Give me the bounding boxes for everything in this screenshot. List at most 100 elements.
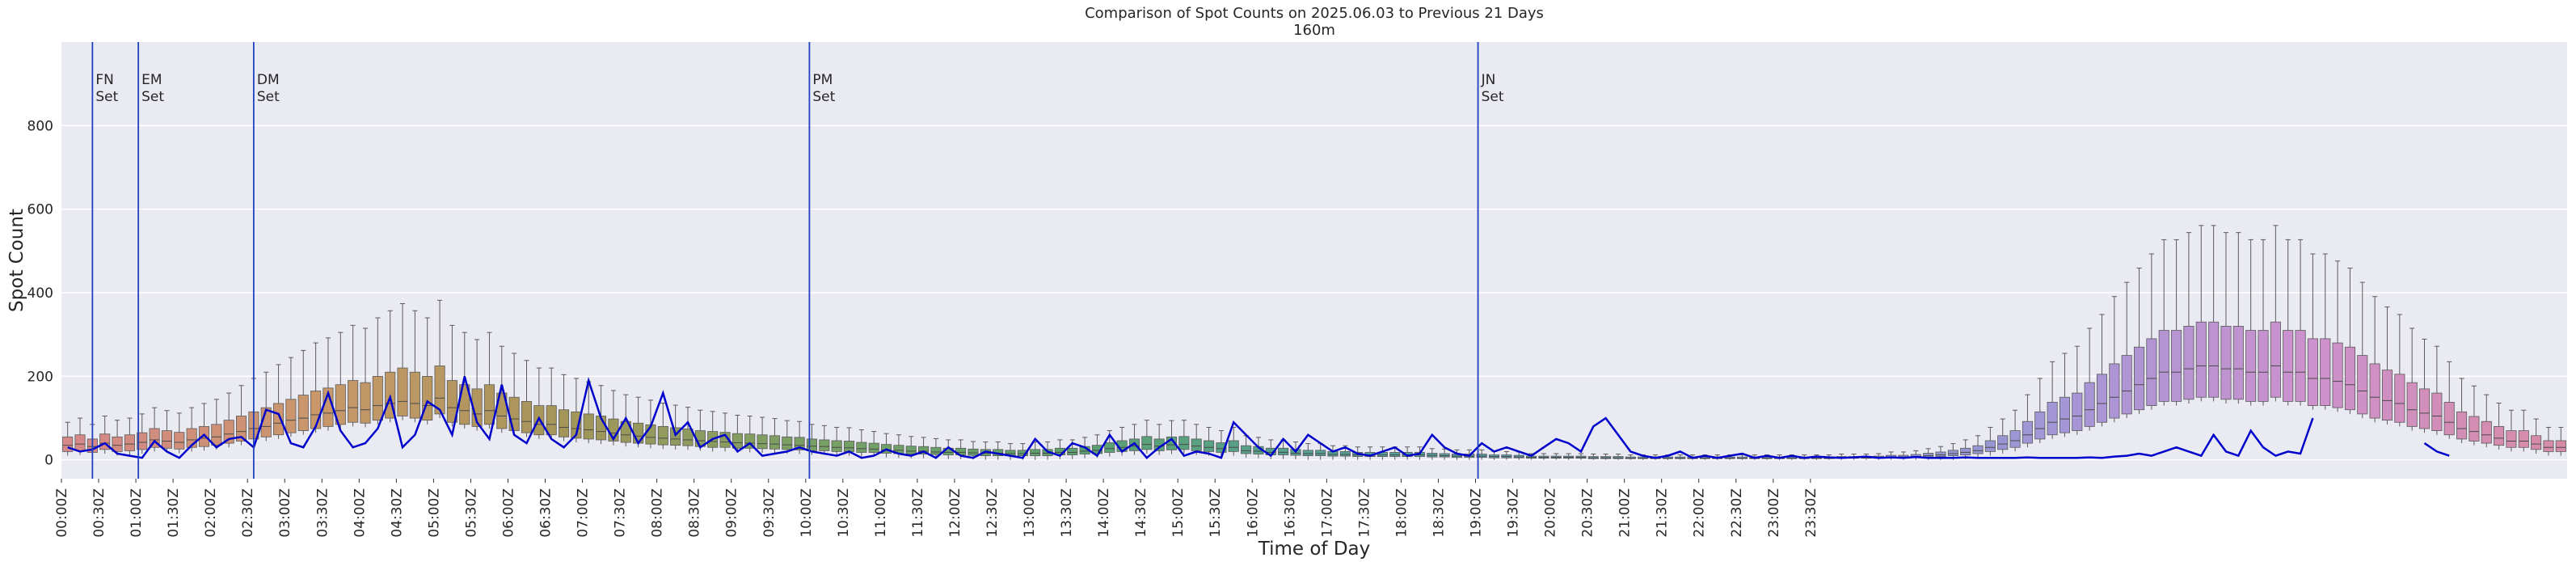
box [2084, 382, 2095, 427]
x-tick-label: 00:00Z [54, 488, 70, 538]
box [1204, 440, 1215, 452]
box [211, 424, 222, 446]
box [2543, 440, 2554, 452]
x-tick-label: 12:30Z [984, 488, 1001, 538]
box [273, 403, 285, 436]
x-tick-label: 18:30Z [1431, 488, 1447, 538]
box [806, 438, 818, 451]
box [2171, 330, 2182, 402]
box [571, 411, 582, 439]
x-tick-label: 20:00Z [1543, 488, 1559, 538]
box [2344, 346, 2355, 411]
x-tick-label: 12:00Z [947, 488, 963, 538]
event-label: EM [141, 72, 162, 88]
box [782, 436, 793, 450]
box [2245, 330, 2257, 402]
box [731, 433, 743, 449]
x-tick-label: 03:30Z [314, 488, 331, 538]
chart-subtitle: 160m [1293, 22, 1335, 39]
event-label: Set [1482, 89, 1504, 105]
x-tick-label: 10:30Z [836, 488, 852, 538]
box [2332, 342, 2343, 408]
box [1675, 456, 1686, 459]
x-tick-label: 16:30Z [1282, 488, 1298, 538]
event-label: DM [257, 72, 280, 88]
x-axis-title: Time of Day [1258, 539, 1371, 560]
box [446, 380, 457, 423]
box [198, 426, 210, 447]
box [1625, 456, 1636, 459]
box [1216, 442, 1227, 453]
box [1302, 450, 1313, 456]
x-tick-label: 05:30Z [463, 488, 479, 538]
event-label: Set [95, 89, 118, 105]
box [2555, 440, 2566, 452]
today-series [67, 376, 2450, 459]
box [968, 448, 979, 456]
box [546, 405, 557, 436]
box [2258, 330, 2269, 402]
gridlines [61, 125, 2567, 461]
x-tick-label: 11:00Z [873, 488, 889, 538]
box [2481, 420, 2492, 444]
box [310, 391, 322, 429]
x-tick-label: 07:30Z [613, 488, 629, 538]
box [2369, 363, 2380, 419]
x-tick-label: 07:00Z [575, 488, 592, 538]
x-tick-label: 16:00Z [1245, 488, 1261, 538]
box [335, 384, 346, 425]
y-ticks: 0 200 400 600 800 [27, 118, 53, 468]
box [2406, 382, 2418, 427]
box [297, 395, 309, 431]
box [2468, 416, 2480, 442]
x-tick-label: 23:00Z [1766, 488, 1782, 538]
box [682, 429, 694, 446]
box [1178, 436, 1190, 450]
box [1228, 440, 1239, 452]
box [657, 426, 668, 446]
box [2195, 321, 2207, 398]
box [2022, 420, 2033, 444]
box [819, 439, 830, 451]
x-tick-label: 05:00Z [426, 488, 442, 538]
x-tick-label: 11:30Z [910, 488, 926, 538]
box [868, 442, 879, 453]
x-tick-label: 09:00Z [724, 488, 740, 538]
box [1935, 451, 1946, 458]
box [558, 409, 570, 437]
y-tick-label: 800 [27, 118, 53, 134]
x-tick-label: 15:30Z [1208, 488, 1224, 538]
y-tick-label: 0 [44, 453, 53, 469]
box [360, 382, 371, 424]
x-tick-label: 22:00Z [1692, 488, 1708, 538]
x-tick-label: 21:00Z [1617, 488, 1634, 538]
box [137, 432, 148, 450]
x-tick-label: 23:30Z [1803, 488, 1819, 538]
box [2357, 355, 2368, 415]
box [2270, 321, 2281, 398]
box [2307, 338, 2318, 406]
box [1947, 450, 1958, 456]
box [2096, 374, 2108, 423]
x-tick-label: 17:30Z [1356, 488, 1372, 538]
box [583, 413, 594, 440]
x-tick-label: 06:00Z [500, 488, 516, 538]
x-tick-label: 02:00Z [203, 488, 219, 538]
box [348, 380, 359, 423]
box [620, 420, 631, 443]
box [856, 442, 867, 453]
box [1736, 456, 1748, 459]
box [1241, 445, 1252, 454]
event-label: JN [1481, 72, 1496, 88]
box [1278, 447, 1289, 455]
box [1091, 445, 1102, 454]
box [2494, 426, 2505, 446]
box [1339, 451, 1351, 457]
x-tick-label: 04:00Z [352, 488, 368, 538]
box [2072, 392, 2083, 431]
box [1191, 438, 1202, 451]
x-tick-label: 13:00Z [1022, 488, 1038, 538]
box [2443, 402, 2455, 436]
x-tick-label: 02:30Z [240, 488, 256, 538]
